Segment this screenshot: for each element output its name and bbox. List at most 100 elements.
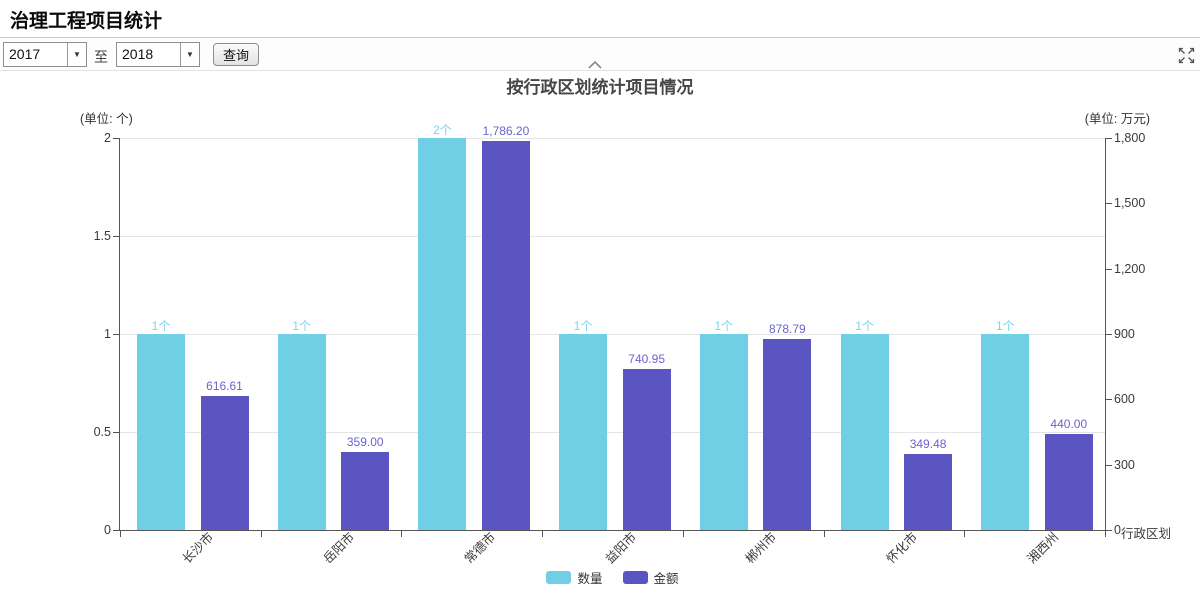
qty-bar[interactable] (840, 334, 889, 530)
left-axis-tick (113, 334, 119, 335)
left-axis-tick (113, 432, 119, 433)
right-axis-tick (1106, 203, 1112, 205)
xaxis-category-label: 常德市 (461, 529, 499, 567)
xaxis-tick (964, 531, 966, 537)
legend-swatch (622, 570, 648, 584)
legend: 数量 金额 (120, 566, 1105, 588)
left-axis-tick-label: 0.5 (93, 425, 111, 439)
qty-bar[interactable] (981, 334, 1030, 530)
amount-bar[interactable] (904, 453, 953, 530)
xaxis-category-label: 怀化市 (883, 529, 921, 567)
toolbar: 2017 ▼ 至 2018 ▼ 查询 (0, 39, 1200, 71)
amount-bar[interactable] (200, 395, 249, 530)
qty-bar-label: 1个 (855, 319, 874, 333)
xaxis-tick (401, 531, 403, 537)
right-axis-tick (1106, 464, 1112, 466)
legend-item-qty[interactable]: 数量 (546, 568, 603, 587)
gridline (120, 334, 1105, 335)
left-axis-tick-label: 2 (104, 131, 111, 145)
query-button[interactable]: 查询 (213, 43, 260, 66)
xaxis-tick (120, 531, 121, 537)
left-axis-line (119, 138, 120, 530)
qty-bar[interactable] (137, 334, 185, 530)
xaxis-category-label: 长沙市 (180, 529, 217, 567)
right-axis-line (1105, 138, 1106, 530)
right-axis-tick-label: 1,200 (1114, 261, 1146, 276)
left-axis-tick (113, 138, 119, 139)
right-axis-tick (1106, 530, 1112, 531)
qty-bar-label: 1个 (995, 319, 1015, 333)
left-axis-tick-label: 0 (104, 523, 111, 537)
xaxis-category-label: 岳阳市 (320, 529, 358, 567)
qty-bar[interactable] (277, 334, 326, 530)
amount-bar-label: 440.00 (1050, 417, 1088, 432)
right-axis-tick-label: 1,500 (1114, 196, 1146, 211)
qty-bar-label: 1个 (573, 319, 593, 333)
legend-label: 数量 (577, 571, 603, 586)
xaxis-tick (682, 531, 684, 537)
left-axis-tick (113, 530, 119, 531)
right-axis-tick-label: 300 (1114, 457, 1135, 472)
left-axis-tick-label: 1.5 (93, 229, 111, 243)
fullscreen-icon[interactable] (1178, 47, 1195, 64)
xaxis-tick (542, 531, 544, 537)
right-axis-tick (1106, 268, 1112, 270)
right-axis-tick-label: 0 (1114, 523, 1121, 537)
amount-bar-label: 359.00 (346, 434, 384, 449)
amount-bar[interactable] (1044, 434, 1093, 530)
amount-bar[interactable] (341, 451, 390, 530)
right-axis-tick-label: 600 (1114, 392, 1135, 407)
collapse-toolbar-icon[interactable] (588, 61, 602, 69)
chevron-down-icon[interactable]: ▼ (67, 43, 86, 66)
gridline (120, 236, 1105, 237)
right-axis-unit: (单位: 万元) (1084, 112, 1150, 126)
right-axis-tick (1106, 334, 1112, 335)
legend-label: 金额 (653, 571, 679, 586)
chart-title: 按行政区划统计项目情况 (506, 78, 694, 97)
page-header: 治理工程项目统计 (0, 0, 1200, 38)
right-axis-tick-label: 1,800 (1114, 131, 1146, 145)
amount-bar[interactable] (481, 141, 530, 530)
qty-bar-label: 2个 (433, 123, 452, 137)
gridline (120, 138, 1105, 139)
left-axis-unit: (单位: 个) (80, 112, 133, 126)
qty-bar[interactable] (418, 138, 467, 530)
xaxis-category-label: 郴州市 (743, 529, 780, 567)
legend-swatch (546, 570, 572, 584)
amount-bar-label: 1,786.20 (482, 124, 530, 138)
page-title: 治理工程项目统计 (10, 11, 163, 32)
right-axis-tick (1106, 138, 1112, 139)
xaxis-category-label: 湘西州 (1024, 529, 1061, 567)
year-to-select[interactable]: 2018 ▼ (116, 42, 200, 67)
xaxis-tick (260, 531, 262, 537)
year-from-select[interactable]: 2017 ▼ (3, 42, 87, 67)
bottom-axis-line (119, 530, 1112, 531)
qty-bar-label: 1个 (151, 319, 171, 333)
legend-item-amount[interactable]: 金额 (622, 568, 679, 587)
qty-bar-label: 1个 (292, 319, 312, 333)
year-from-value: 2017 (9, 46, 41, 62)
amount-bar[interactable] (763, 338, 812, 530)
qty-bar-label: 1个 (714, 319, 734, 333)
amount-bar-label: 740.95 (628, 351, 665, 366)
xaxis-tick (823, 531, 825, 537)
amount-bar-label: 616.61 (206, 378, 243, 393)
amount-bar-label: 878.79 (768, 321, 806, 336)
left-axis-tick-label: 1 (104, 327, 111, 341)
chevron-down-icon[interactable]: ▼ (180, 43, 199, 66)
qty-bar[interactable] (699, 334, 748, 530)
right-axis-tick-label: 900 (1114, 327, 1135, 341)
year-to-value: 2018 (122, 46, 154, 62)
left-axis-tick (113, 236, 119, 237)
qty-bar[interactable] (559, 334, 608, 530)
xaxis-name: 行政区划 (1121, 527, 1172, 541)
to-label: 至 (94, 49, 108, 65)
amount-bar-label: 349.48 (909, 436, 947, 451)
gridline (120, 432, 1105, 433)
right-axis-tick (1106, 399, 1112, 401)
amount-bar[interactable] (622, 368, 671, 530)
xaxis-category-label: 益阳市 (602, 529, 639, 567)
xaxis-tick (1105, 531, 1106, 537)
